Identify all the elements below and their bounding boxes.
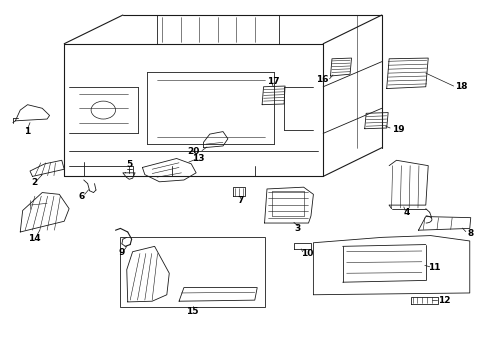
Text: 4: 4 [404,208,411,217]
Text: 20: 20 [188,147,200,156]
Text: 19: 19 [392,125,404,134]
Text: 12: 12 [438,296,450,305]
Text: 14: 14 [27,234,40,243]
Text: 17: 17 [267,77,279,86]
Text: 3: 3 [294,224,301,233]
Text: 5: 5 [126,160,132,169]
Text: 15: 15 [187,307,199,316]
Text: 6: 6 [78,192,84,201]
Text: 2: 2 [31,177,37,186]
Text: 16: 16 [316,75,328,84]
Text: 8: 8 [467,229,473,238]
Text: 13: 13 [193,154,205,163]
Text: 10: 10 [301,249,314,258]
Text: 18: 18 [455,82,467,91]
Text: 1: 1 [24,127,31,136]
Text: 7: 7 [237,196,244,205]
Text: 11: 11 [428,264,441,273]
Text: 9: 9 [119,248,125,257]
